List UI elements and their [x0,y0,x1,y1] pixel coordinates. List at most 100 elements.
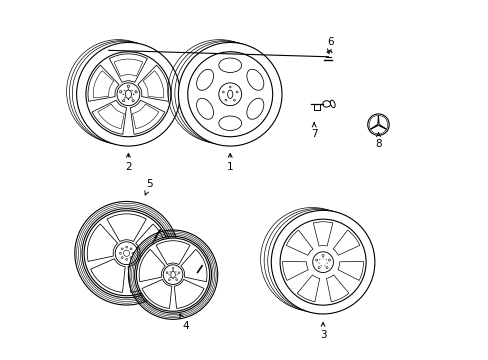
Circle shape [229,86,231,88]
Circle shape [322,255,324,256]
Circle shape [117,83,140,106]
Circle shape [320,265,321,266]
Circle shape [178,272,180,274]
Text: 8: 8 [374,133,381,149]
Circle shape [119,252,121,254]
Circle shape [175,277,176,278]
Wedge shape [88,65,119,101]
Ellipse shape [170,271,175,278]
Circle shape [122,100,124,102]
Wedge shape [114,59,142,76]
Wedge shape [87,224,118,261]
Circle shape [324,265,325,266]
Text: 4: 4 [180,314,188,332]
Circle shape [127,99,129,100]
Wedge shape [181,249,206,282]
Ellipse shape [246,69,263,90]
Circle shape [136,238,209,311]
Circle shape [172,267,174,269]
Ellipse shape [218,116,241,131]
Circle shape [312,252,333,273]
Circle shape [318,266,320,269]
Circle shape [325,266,327,269]
Circle shape [121,248,123,250]
Circle shape [218,83,241,106]
Circle shape [315,259,317,261]
Wedge shape [156,241,190,265]
Wedge shape [138,65,168,101]
Circle shape [84,211,169,296]
Wedge shape [135,224,165,261]
Circle shape [166,272,168,274]
Circle shape [168,274,169,275]
Wedge shape [90,259,125,292]
Circle shape [163,265,183,284]
Circle shape [86,52,170,137]
Circle shape [115,242,138,265]
Circle shape [131,97,132,99]
Ellipse shape [196,98,213,119]
Wedge shape [313,222,332,246]
Wedge shape [93,71,114,98]
Circle shape [187,52,272,137]
Wedge shape [107,214,146,242]
Circle shape [367,114,388,135]
Circle shape [318,262,319,264]
Circle shape [125,246,127,248]
Wedge shape [98,104,124,129]
Circle shape [176,274,177,275]
Circle shape [135,91,137,93]
Circle shape [120,91,122,93]
Circle shape [322,257,323,258]
Circle shape [169,271,170,273]
Text: 6: 6 [326,37,333,53]
Circle shape [319,259,320,260]
Circle shape [224,99,226,101]
Circle shape [236,91,238,93]
Wedge shape [337,261,363,280]
Circle shape [130,248,132,250]
Circle shape [172,270,173,271]
Text: 3: 3 [319,323,325,341]
Wedge shape [174,279,203,309]
Circle shape [125,258,127,260]
Wedge shape [139,249,165,282]
Wedge shape [92,100,126,134]
Wedge shape [282,261,307,280]
Text: 2: 2 [125,153,131,172]
Circle shape [172,278,173,279]
Wedge shape [142,71,163,98]
Circle shape [77,42,180,146]
Wedge shape [326,275,348,302]
Text: 1: 1 [226,153,233,172]
Wedge shape [297,275,319,302]
Circle shape [222,91,224,93]
Circle shape [132,252,134,254]
Circle shape [326,262,327,264]
Circle shape [325,259,326,260]
Ellipse shape [246,98,263,119]
Circle shape [122,94,123,95]
Wedge shape [130,100,164,134]
Circle shape [168,279,170,280]
Ellipse shape [196,69,213,90]
Wedge shape [132,104,159,129]
Wedge shape [109,54,147,82]
Ellipse shape [218,58,241,72]
Wedge shape [128,259,162,292]
Circle shape [124,90,125,91]
Circle shape [127,89,129,90]
Ellipse shape [329,100,334,108]
Text: 5: 5 [144,179,153,195]
Circle shape [169,277,170,278]
Wedge shape [286,230,312,255]
Circle shape [131,90,132,91]
Text: 7: 7 [310,123,317,139]
Ellipse shape [227,90,232,98]
Circle shape [280,219,366,305]
Circle shape [175,271,176,273]
Circle shape [178,42,282,146]
Circle shape [121,257,123,258]
Circle shape [123,250,129,256]
Circle shape [127,85,129,87]
